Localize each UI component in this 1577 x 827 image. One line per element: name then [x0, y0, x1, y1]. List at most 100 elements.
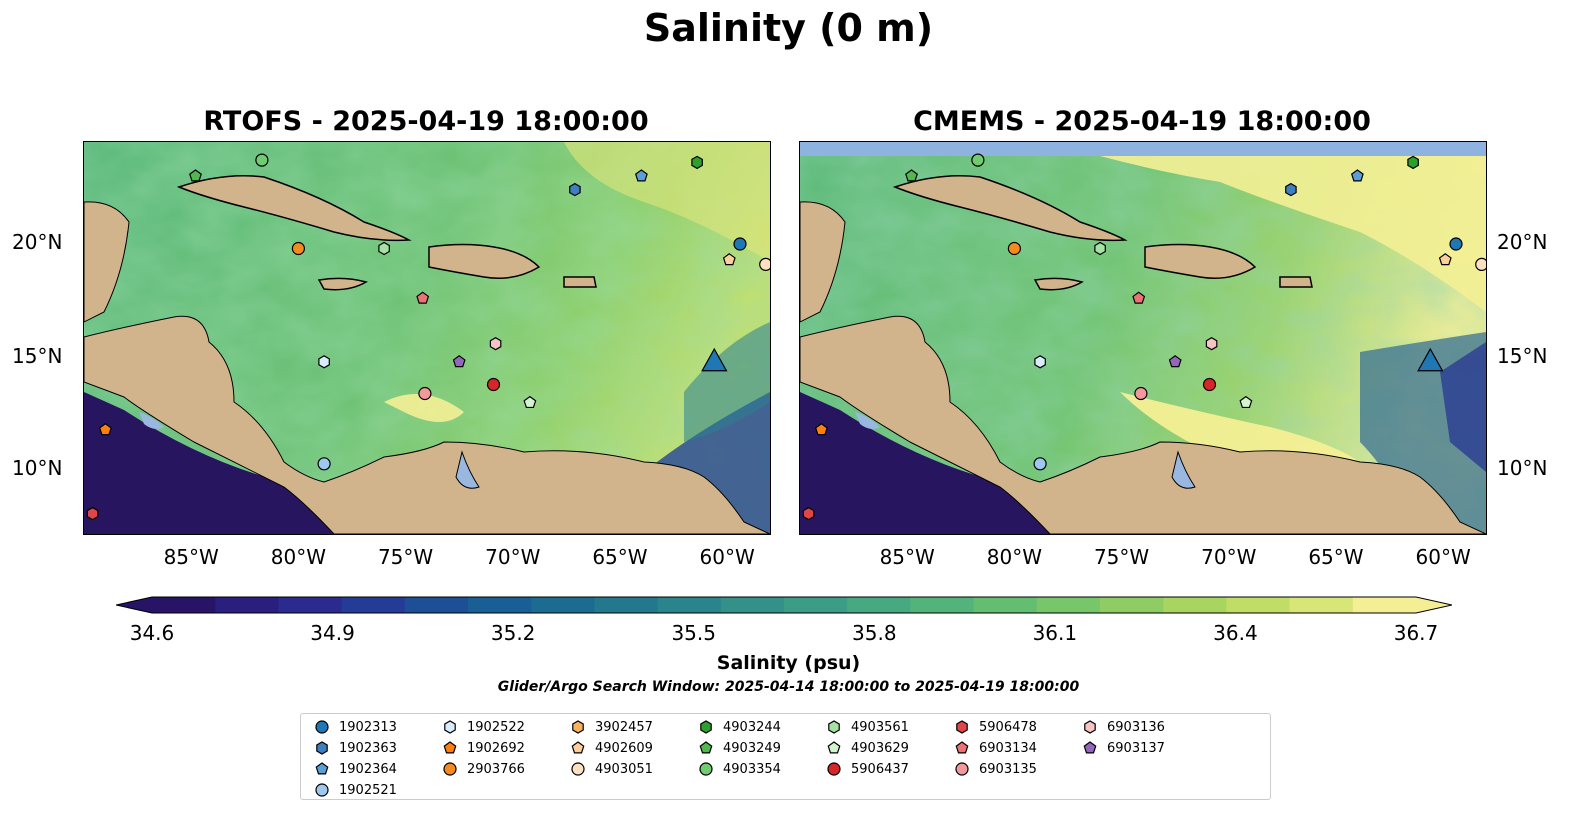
float-marker-1902521	[1033, 457, 1047, 471]
colorbar-bin	[1289, 597, 1354, 613]
float-marker-4903051	[1475, 257, 1486, 271]
legend-item-4903051: 4903051	[567, 759, 653, 779]
lon-tick-label: 75°W	[377, 545, 434, 569]
float-marker-4902609	[1438, 253, 1452, 266]
colorbar-bin	[910, 597, 975, 613]
legend-label: 4903629	[851, 740, 909, 756]
legend-item-1902313: 1902313	[311, 717, 397, 737]
float-marker-4903244	[691, 155, 703, 170]
colorbar-bin	[657, 597, 722, 613]
legend-label: 2903766	[467, 761, 525, 777]
lon-tick-label: 85°W	[163, 545, 219, 569]
legend-marker-icon	[571, 762, 585, 776]
legend-marker-icon	[955, 762, 969, 776]
legend-marker-icon	[444, 720, 456, 734]
float-marker-1902522	[1034, 355, 1046, 369]
float-marker-4902609	[722, 253, 736, 266]
float-marker-6903136	[489, 337, 502, 351]
puerto-rico	[563, 276, 597, 288]
lon-tick-label: 80°W	[986, 545, 1042, 569]
yucatan	[84, 201, 130, 323]
legend-marker-icon	[1083, 741, 1097, 754]
legend-marker-icon	[572, 720, 584, 734]
legend-marker-icon	[955, 741, 969, 754]
colorbar-bin	[1036, 597, 1101, 613]
panel-title-cmems: CMEMS - 2025-04-19 18:00:00	[913, 106, 1371, 137]
legend-item-4902609: 4902609	[567, 738, 653, 758]
legend-item-6903134: 6903134	[951, 738, 1037, 758]
colorbar-tick-label: 35.2	[490, 621, 536, 645]
legend-marker-icon	[316, 741, 328, 755]
colorbar-bin	[720, 597, 785, 613]
legend-marker-icon	[699, 762, 713, 776]
legend-label: 4902609	[595, 740, 653, 756]
colorbar-bin	[1226, 597, 1291, 613]
legend-label: 4903354	[723, 761, 781, 777]
pacific-ocean	[800, 392, 1050, 534]
colorbar-bin	[784, 597, 848, 613]
central-america	[800, 315, 1486, 534]
legend-marker-icon	[571, 741, 585, 754]
colorbar-tick-label: 36.4	[1213, 621, 1258, 645]
colorbar-bin	[531, 597, 595, 613]
float-marker-1902363	[569, 182, 581, 197]
float-marker-1902522	[318, 355, 330, 369]
float-marker-5906437	[486, 377, 501, 392]
colorbar-bin	[1100, 597, 1164, 613]
yellow-northeast	[564, 142, 770, 262]
lake-maracaibo	[1171, 450, 1196, 489]
colorbar-bin	[1352, 597, 1417, 613]
float-marker-4903561	[378, 241, 390, 256]
glider-marker	[701, 347, 728, 372]
colorbar-bin	[404, 597, 469, 613]
lat-tick-right-10: 10°N	[1497, 456, 1548, 480]
lon-tick-label: 65°W	[592, 545, 648, 569]
legend-marker-icon	[828, 720, 840, 734]
float-marker-6903135	[418, 386, 432, 401]
colorbar-tick-label: 36.1	[1032, 621, 1078, 645]
lon-tick-label: 60°W	[1415, 545, 1471, 569]
float-marker-1902313	[1449, 237, 1463, 251]
legend-marker-icon	[827, 762, 841, 776]
central-america	[84, 315, 770, 534]
colorbar-tick-label: 34.9	[310, 621, 355, 645]
float-marker-2903766	[1007, 241, 1021, 256]
lat-tick-left-20: 20°N	[12, 230, 63, 254]
legend-marker-icon	[315, 762, 329, 775]
jamaica	[317, 277, 368, 291]
legend-label: 6903135	[979, 761, 1037, 777]
colorbar-tick-label: 34.6	[129, 621, 175, 645]
legend-label: 1902363	[339, 740, 397, 756]
colorbar-bin	[278, 597, 343, 613]
colorbar-bin	[847, 597, 911, 613]
legend-marker-icon	[315, 783, 329, 797]
colorbar	[116, 596, 1452, 614]
lon-tick-label: 85°W	[879, 545, 935, 569]
float-marker-1902313	[733, 237, 747, 251]
lon-tick-label: 65°W	[1308, 545, 1364, 569]
lat-tick-left-10: 10°N	[12, 456, 63, 480]
colorbar-tick-label: 36.7	[1393, 621, 1439, 645]
legend-marker-icon	[956, 720, 968, 734]
legend-label: 1902364	[339, 761, 397, 777]
float-marker-5906478	[802, 506, 815, 521]
legend-label: 5906437	[851, 761, 909, 777]
colorbar-bin	[152, 597, 216, 613]
legend-marker-icon	[1084, 720, 1096, 734]
legend-label: 1902692	[467, 740, 525, 756]
float-marker-4903249	[189, 169, 202, 182]
lon-tick-label: 60°W	[699, 545, 755, 569]
colorbar-tick-label: 35.5	[671, 621, 716, 645]
legend-item-6903135: 6903135	[951, 759, 1037, 779]
yellow-plume	[384, 394, 464, 422]
fresh-plume-edge	[1440, 342, 1486, 472]
legend-label: 1902522	[467, 719, 525, 735]
legend-item-1902692: 1902692	[439, 738, 525, 758]
float-marker-5906437	[1202, 377, 1217, 392]
colorbar-extend-high	[1416, 597, 1452, 613]
cuba	[176, 175, 412, 242]
hispaniola	[1144, 243, 1257, 279]
no-data-band	[800, 142, 1486, 156]
float-marker-6903135	[1134, 386, 1148, 401]
colorbar-bin	[973, 597, 1038, 613]
